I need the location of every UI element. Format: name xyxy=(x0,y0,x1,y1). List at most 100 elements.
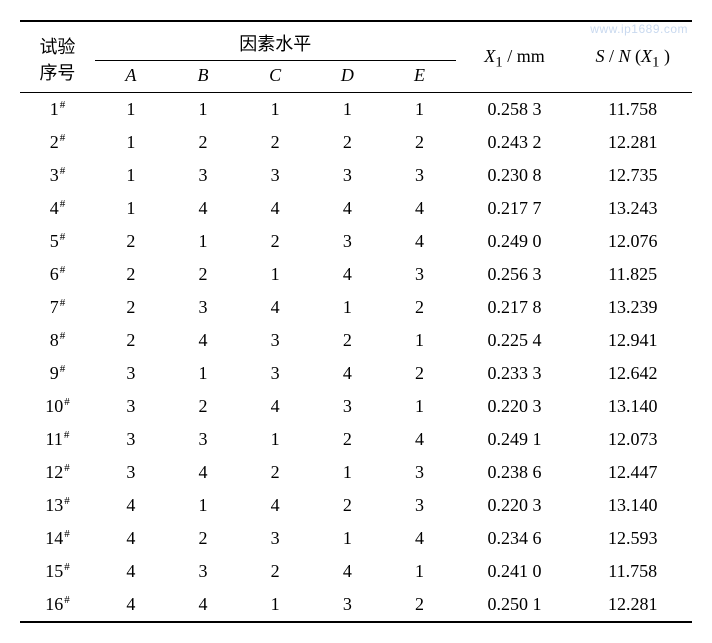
experiment-table: 试验 序号 因素水平 X1 / mm S / N (X1 ) A B C D E… xyxy=(20,20,692,623)
cell-factor-E: 4 xyxy=(383,225,455,258)
table-body: 1#111110.258 311.7582#122220.243 212.281… xyxy=(20,93,692,623)
header-factor-D: D xyxy=(311,61,383,93)
cell-factor-C: 1 xyxy=(239,93,311,127)
cell-sn: 13.140 xyxy=(573,390,692,423)
cell-factor-A: 1 xyxy=(95,159,167,192)
cell-index: 10# xyxy=(20,390,95,423)
cell-factor-E: 4 xyxy=(383,522,455,555)
cell-factor-A: 3 xyxy=(95,390,167,423)
cell-sn: 12.735 xyxy=(573,159,692,192)
cell-factor-A: 3 xyxy=(95,423,167,456)
cell-factor-E: 1 xyxy=(383,390,455,423)
cell-x1: 0.241 0 xyxy=(456,555,574,588)
cell-index: 15# xyxy=(20,555,95,588)
table-row: 4#144440.217 713.243 xyxy=(20,192,692,225)
cell-factor-E: 2 xyxy=(383,291,455,324)
cell-index: 3# xyxy=(20,159,95,192)
cell-factor-A: 2 xyxy=(95,258,167,291)
cell-factor-D: 1 xyxy=(311,93,383,127)
cell-x1: 0.233 3 xyxy=(456,357,574,390)
header-factor-group: 因素水平 xyxy=(95,21,456,61)
cell-factor-B: 3 xyxy=(167,555,239,588)
cell-factor-D: 4 xyxy=(311,555,383,588)
cell-sn: 11.758 xyxy=(573,555,692,588)
cell-sn: 11.825 xyxy=(573,258,692,291)
cell-index: 9# xyxy=(20,357,95,390)
cell-index: 5# xyxy=(20,225,95,258)
table-row: 7#234120.217 813.239 xyxy=(20,291,692,324)
table-row: 2#122220.243 212.281 xyxy=(20,126,692,159)
cell-sn: 12.642 xyxy=(573,357,692,390)
cell-index: 1# xyxy=(20,93,95,127)
cell-x1: 0.220 3 xyxy=(456,390,574,423)
cell-sn: 12.281 xyxy=(573,588,692,622)
cell-factor-E: 3 xyxy=(383,456,455,489)
table-row: 14#423140.234 612.593 xyxy=(20,522,692,555)
cell-factor-A: 2 xyxy=(95,225,167,258)
cell-index: 2# xyxy=(20,126,95,159)
cell-index: 11# xyxy=(20,423,95,456)
cell-factor-E: 1 xyxy=(383,324,455,357)
cell-factor-D: 3 xyxy=(311,159,383,192)
cell-factor-C: 3 xyxy=(239,522,311,555)
cell-factor-B: 4 xyxy=(167,324,239,357)
cell-sn: 12.076 xyxy=(573,225,692,258)
cell-factor-A: 2 xyxy=(95,324,167,357)
cell-factor-C: 2 xyxy=(239,225,311,258)
cell-factor-E: 4 xyxy=(383,192,455,225)
cell-factor-B: 2 xyxy=(167,390,239,423)
cell-sn: 12.281 xyxy=(573,126,692,159)
header-factor-E: E xyxy=(383,61,455,93)
cell-factor-C: 4 xyxy=(239,192,311,225)
table-row: 15#432410.241 011.758 xyxy=(20,555,692,588)
cell-factor-E: 2 xyxy=(383,126,455,159)
cell-factor-B: 3 xyxy=(167,423,239,456)
cell-index: 7# xyxy=(20,291,95,324)
cell-factor-E: 2 xyxy=(383,357,455,390)
header-factor-C: C xyxy=(239,61,311,93)
cell-index: 14# xyxy=(20,522,95,555)
header-index-line2: 序号 xyxy=(39,63,75,83)
cell-factor-B: 1 xyxy=(167,225,239,258)
cell-factor-C: 3 xyxy=(239,324,311,357)
table-row: 11#331240.249 112.073 xyxy=(20,423,692,456)
cell-x1: 0.243 2 xyxy=(456,126,574,159)
cell-index: 6# xyxy=(20,258,95,291)
cell-x1: 0.234 6 xyxy=(456,522,574,555)
cell-x1: 0.238 6 xyxy=(456,456,574,489)
table-row: 9#313420.233 312.642 xyxy=(20,357,692,390)
cell-factor-A: 4 xyxy=(95,555,167,588)
cell-factor-B: 4 xyxy=(167,192,239,225)
table-row: 3#133330.230 812.735 xyxy=(20,159,692,192)
cell-factor-B: 3 xyxy=(167,159,239,192)
cell-factor-C: 1 xyxy=(239,588,311,622)
cell-index: 8# xyxy=(20,324,95,357)
cell-factor-E: 4 xyxy=(383,423,455,456)
cell-factor-C: 3 xyxy=(239,357,311,390)
header-factor-B: B xyxy=(167,61,239,93)
cell-sn: 12.941 xyxy=(573,324,692,357)
cell-factor-D: 1 xyxy=(311,291,383,324)
cell-factor-C: 1 xyxy=(239,423,311,456)
table-row: 16#441320.250 112.281 xyxy=(20,588,692,622)
cell-factor-D: 3 xyxy=(311,225,383,258)
table-row: 8#243210.225 412.941 xyxy=(20,324,692,357)
cell-index: 12# xyxy=(20,456,95,489)
header-x1: X1 / mm xyxy=(456,21,574,93)
cell-factor-B: 1 xyxy=(167,489,239,522)
cell-sn: 13.239 xyxy=(573,291,692,324)
cell-factor-D: 3 xyxy=(311,588,383,622)
cell-factor-A: 2 xyxy=(95,291,167,324)
cell-sn: 12.593 xyxy=(573,522,692,555)
cell-factor-D: 1 xyxy=(311,522,383,555)
cell-factor-A: 4 xyxy=(95,522,167,555)
cell-index: 13# xyxy=(20,489,95,522)
cell-x1: 0.225 4 xyxy=(456,324,574,357)
cell-sn: 13.243 xyxy=(573,192,692,225)
cell-x1: 0.217 8 xyxy=(456,291,574,324)
cell-factor-A: 1 xyxy=(95,93,167,127)
cell-sn: 11.758 xyxy=(573,93,692,127)
header-index-line1: 试验 xyxy=(39,37,75,57)
cell-factor-A: 3 xyxy=(95,357,167,390)
cell-x1: 0.249 1 xyxy=(456,423,574,456)
